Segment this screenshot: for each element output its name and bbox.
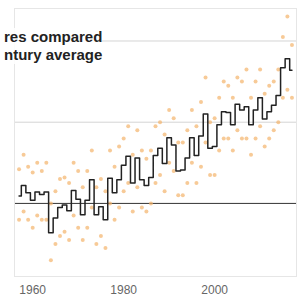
svg-text:1980: 1980 bbox=[110, 283, 137, 297]
html-text:ntury average: ntury average bbox=[4, 46, 103, 63]
svg-text:1960: 1960 bbox=[19, 283, 46, 297]
html-text:res compared: res compared bbox=[4, 28, 103, 45]
svg-text:2000: 2000 bbox=[201, 283, 228, 297]
